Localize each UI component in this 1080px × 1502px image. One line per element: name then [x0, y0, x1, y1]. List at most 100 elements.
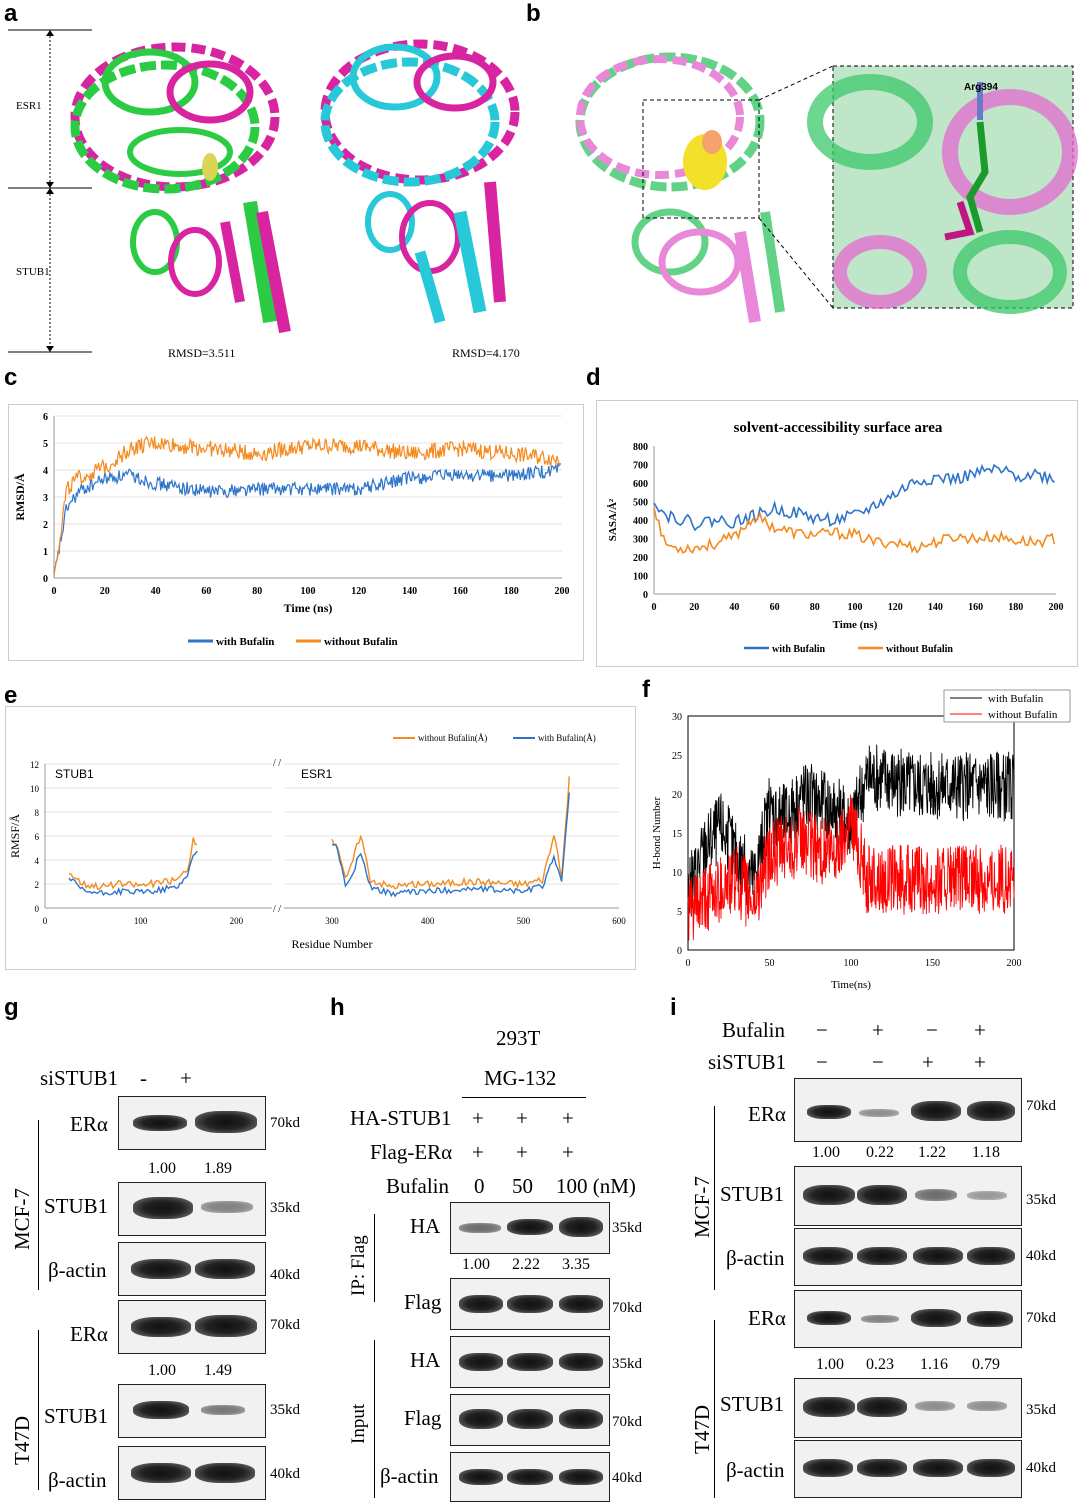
- series-line-without-bufalin: [653, 506, 1056, 555]
- y-tick-label: 0: [35, 904, 40, 914]
- h-row2-protein: Flag: [404, 1290, 442, 1314]
- panel-d-frame: [596, 400, 1078, 667]
- h-q1: 1.00: [462, 1256, 490, 1273]
- g-row5-protein: STUB1: [44, 1404, 109, 1428]
- h-input-label: Input: [348, 1403, 369, 1444]
- g-treat-label: siSTUB1: [40, 1066, 119, 1090]
- x-tick-label: 120: [888, 602, 903, 613]
- i-row3-kd: 40kd: [1026, 1248, 1056, 1264]
- x-tick-label: 140: [402, 586, 417, 597]
- g-q1: 1.00: [148, 1160, 176, 1177]
- h-row1-protein: HA: [410, 1214, 441, 1238]
- panel-e-frame: [5, 706, 636, 970]
- h-cond2-v2: +: [516, 1140, 528, 1164]
- g-row5-kd: 35kd: [270, 1402, 300, 1418]
- i-blot-4: [794, 1290, 1022, 1348]
- h-cond3-v1: 0: [474, 1174, 485, 1198]
- y-tick-label: 12: [30, 760, 39, 770]
- segment-label-stub1: STUB1: [55, 767, 94, 781]
- i-cond2-v1: −: [816, 1050, 828, 1074]
- h-blot-1: [450, 1202, 610, 1254]
- i-row5-kd: 35kd: [1026, 1402, 1056, 1418]
- i-mcf7-label: MCF-7: [690, 1176, 714, 1238]
- axis-break-mark-bottom: / /: [273, 904, 281, 915]
- y-tick-label: 800: [633, 442, 648, 453]
- i-cond2-v4: +: [974, 1050, 986, 1074]
- g-row3-protein: β-actin: [48, 1258, 107, 1282]
- h-row2-kd: 70kd: [612, 1300, 642, 1316]
- x-tick-label: 20: [689, 602, 699, 613]
- i-cond2-v2: −: [872, 1050, 884, 1074]
- i-mcf7-bracket: [714, 1106, 715, 1290]
- legend-label-without: without Bufalin: [988, 709, 1058, 721]
- y-tick-label: 25: [672, 751, 682, 762]
- y-tick-label: 3: [43, 493, 48, 504]
- i-cond2-v3: +: [922, 1050, 934, 1074]
- x-tick-label: 500: [517, 916, 531, 926]
- y-tick-label: 8: [35, 808, 40, 818]
- chart-title: solvent-accessibility surface area: [734, 420, 943, 436]
- i-row4-protein: ERα: [748, 1306, 786, 1330]
- i-cond1-v2: +: [872, 1018, 884, 1042]
- x-tick-label: 100: [844, 958, 859, 969]
- y-tick-label: 2: [43, 520, 48, 531]
- g-treat-1: -: [140, 1066, 147, 1090]
- panel-c-frame: [8, 404, 584, 661]
- i-row4-kd: 70kd: [1026, 1310, 1056, 1326]
- y-tick-label: 6: [35, 832, 40, 842]
- series-line-with-bufalin: [653, 463, 1055, 532]
- i-row1-protein: ERα: [748, 1102, 786, 1126]
- panel-label-d: d: [586, 364, 601, 391]
- h-q2: 2.22: [512, 1256, 540, 1273]
- y-tick-label: 1: [43, 547, 48, 558]
- h-input-bracket: [374, 1340, 375, 1498]
- g-row6-kd: 40kd: [270, 1466, 300, 1482]
- g-row3-kd: 40kd: [270, 1267, 300, 1283]
- legend-box: [943, 689, 1071, 723]
- h-cond1-v1: +: [472, 1106, 484, 1130]
- x-tick-label: 0: [686, 958, 691, 969]
- y-tick-label: 5: [677, 907, 682, 918]
- x-tick-label: 200: [1007, 958, 1022, 969]
- h-ip-label: IP: Flag: [348, 1235, 369, 1296]
- x-axis-label: Time (ns): [284, 601, 333, 615]
- y-tick-label: 0: [677, 946, 682, 957]
- i-blot-1: [794, 1078, 1022, 1142]
- x-axis-label: Residue Number: [292, 937, 373, 951]
- g-q2: 1.89: [204, 1160, 232, 1177]
- i-cond1-v1: −: [816, 1018, 828, 1042]
- panel-label-e: e: [4, 682, 18, 709]
- i-q8: 0.79: [972, 1356, 1000, 1373]
- y-tick-label: 100: [633, 572, 648, 583]
- legend-label-with: with Bufalin: [772, 644, 826, 655]
- legend-label-without: without Bufalin(Å): [418, 733, 487, 743]
- g-row4-kd: 70kd: [270, 1317, 300, 1333]
- x-tick-label: 200: [230, 916, 244, 926]
- g-row4-protein: ERα: [70, 1322, 108, 1346]
- i-row3-protein: β-actin: [726, 1246, 785, 1270]
- protein-structure-left: [70, 42, 291, 334]
- y-tick-label: 400: [633, 516, 648, 527]
- y-tick-label: 600: [633, 479, 648, 490]
- legend-label-with: with Bufalin: [988, 693, 1044, 705]
- i-row6-protein: β-actin: [726, 1458, 785, 1482]
- panel-label-b: b: [526, 0, 541, 27]
- h-cond1-v3: +: [562, 1106, 574, 1130]
- g-blot-2: [118, 1182, 266, 1236]
- h-blot-3: [450, 1336, 610, 1388]
- g-row2-kd: 35kd: [270, 1200, 300, 1216]
- y-tick-label: 2: [35, 880, 40, 890]
- i-row6-kd: 40kd: [1026, 1460, 1056, 1476]
- h-cond3-v2: 50: [512, 1174, 533, 1198]
- legend-label-with: with Bufalin: [216, 636, 274, 648]
- protein-structure-right: [320, 39, 520, 324]
- legend-label-without: without Bufalin: [324, 636, 398, 648]
- series-line-without-bufalin: [53, 435, 562, 579]
- g-q4: 1.49: [204, 1362, 232, 1379]
- g-blot-1: [118, 1096, 266, 1150]
- i-blot-6: [794, 1440, 1022, 1498]
- chart-hbond: 0 50 100 150 200 0 5 10 15 20 25 30 Time(ns) H-bond N…: [651, 689, 1071, 991]
- h-blot-4: [450, 1394, 610, 1446]
- y-tick-label: 300: [633, 535, 648, 546]
- x-tick-label: 120: [351, 586, 366, 597]
